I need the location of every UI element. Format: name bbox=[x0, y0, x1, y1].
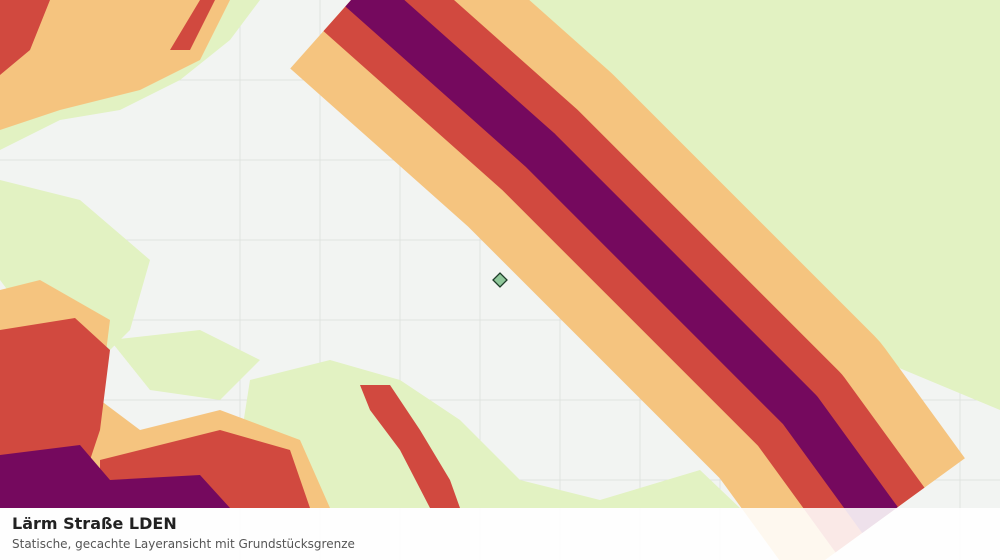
noise-zone-high bbox=[360, 385, 460, 508]
noise-zone-medium bbox=[0, 0, 230, 130]
noise-zone-high bbox=[0, 318, 110, 460]
footer: Lärm Straße LDEN Statische, gecachte Lay… bbox=[0, 508, 1000, 560]
noise-zone-very-high bbox=[345, 0, 898, 533]
noise-zone-high bbox=[170, 0, 215, 50]
parcel-marker bbox=[492, 272, 508, 288]
noise-zone-high bbox=[0, 0, 50, 75]
map-subtitle: Statische, gecachte Layeransicht mit Gru… bbox=[12, 537, 355, 551]
road-noise bbox=[290, 0, 965, 560]
map-title: Lärm Straße LDEN bbox=[12, 514, 177, 533]
noise-zone-very-high bbox=[0, 445, 230, 508]
